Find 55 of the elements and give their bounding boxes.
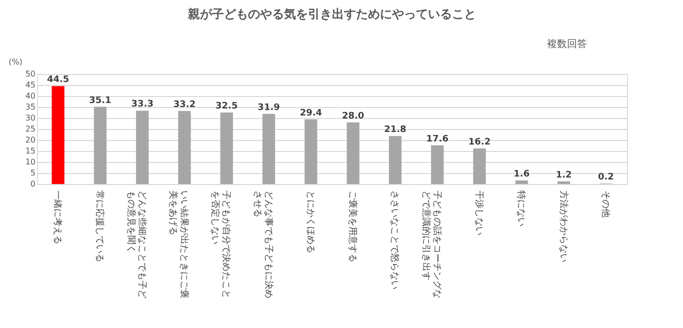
x-tick-label: どんな些細なことでも子どもの意見を聞く <box>125 190 148 298</box>
data-label: 33.2 <box>173 100 196 110</box>
y-tick-label: 25 <box>25 124 36 134</box>
y-tick-label: 50 <box>25 70 36 78</box>
y-tick-label: 5 <box>30 168 36 178</box>
data-label: 31.9 <box>258 102 280 113</box>
bar <box>388 136 402 184</box>
x-tick-label: その他 <box>600 190 611 218</box>
data-label: 29.4 <box>300 108 322 118</box>
bar <box>304 119 318 184</box>
x-tick-label: ご褒美を用意する <box>347 190 358 262</box>
data-label: 33.3 <box>131 100 154 110</box>
bar <box>557 181 570 184</box>
text: 複数回答 <box>547 38 587 50</box>
y-tick-label: 0 <box>30 180 36 188</box>
chart-title: 親が子どものやる気を引き出すためにやっていること <box>187 7 476 21</box>
bar <box>262 114 276 184</box>
x-tick-label: 方法がわからない <box>558 190 569 262</box>
x-tick-label: どんな事でも子どもに決めさせる <box>252 190 274 298</box>
y-tick-label: 10 <box>25 158 36 166</box>
y-tick-label: 20 <box>25 136 36 144</box>
y-tick-label: 15 <box>25 146 36 156</box>
data-label: 44.5 <box>46 75 70 86</box>
bar <box>94 106 107 184</box>
data-label: 21.8 <box>384 125 406 136</box>
y-tick-label: 40 <box>25 92 36 100</box>
x-tick-label: 子どもが自分で決めたことを否定しない <box>210 190 232 298</box>
x-tick-label: いい結果が出たときにご褒美をあげる <box>168 190 190 298</box>
data-label: 35.1 <box>89 96 112 106</box>
data-label: 0.2 <box>598 172 614 183</box>
data-label: 1.6 <box>514 169 530 180</box>
x-tick-label: 子どもの話をコーチングなどで意識的に引き出す <box>420 190 442 298</box>
x-tick-label: 干渉しない <box>474 190 484 236</box>
data-label: 28.0 <box>342 111 364 122</box>
bar <box>178 110 191 184</box>
data-label: 17.6 <box>426 134 448 144</box>
y-tick-label: 35 <box>25 102 36 112</box>
x-tick-label: 常に応援している <box>94 190 106 262</box>
y-tick-label: 30 <box>25 114 36 122</box>
bar <box>515 180 528 184</box>
y-axis-title: (%) <box>8 58 22 66</box>
data-label: 16.2 <box>468 137 491 148</box>
bar <box>431 145 444 184</box>
x-tick-label: 一緒に考える <box>52 190 64 244</box>
x-tick-label: とにかくほめる <box>304 190 315 254</box>
bar <box>52 86 64 184</box>
bar <box>136 110 149 184</box>
bar <box>346 122 360 184</box>
data-label: 1.2 <box>556 170 572 180</box>
bar <box>473 148 486 184</box>
data-label: 32.5 <box>216 102 238 112</box>
bar <box>220 112 233 184</box>
y-tick-label: 45 <box>25 80 36 90</box>
x-tick-label: ささいなことで怒らない <box>389 190 400 290</box>
x-tick-label: 特にない <box>516 190 527 226</box>
